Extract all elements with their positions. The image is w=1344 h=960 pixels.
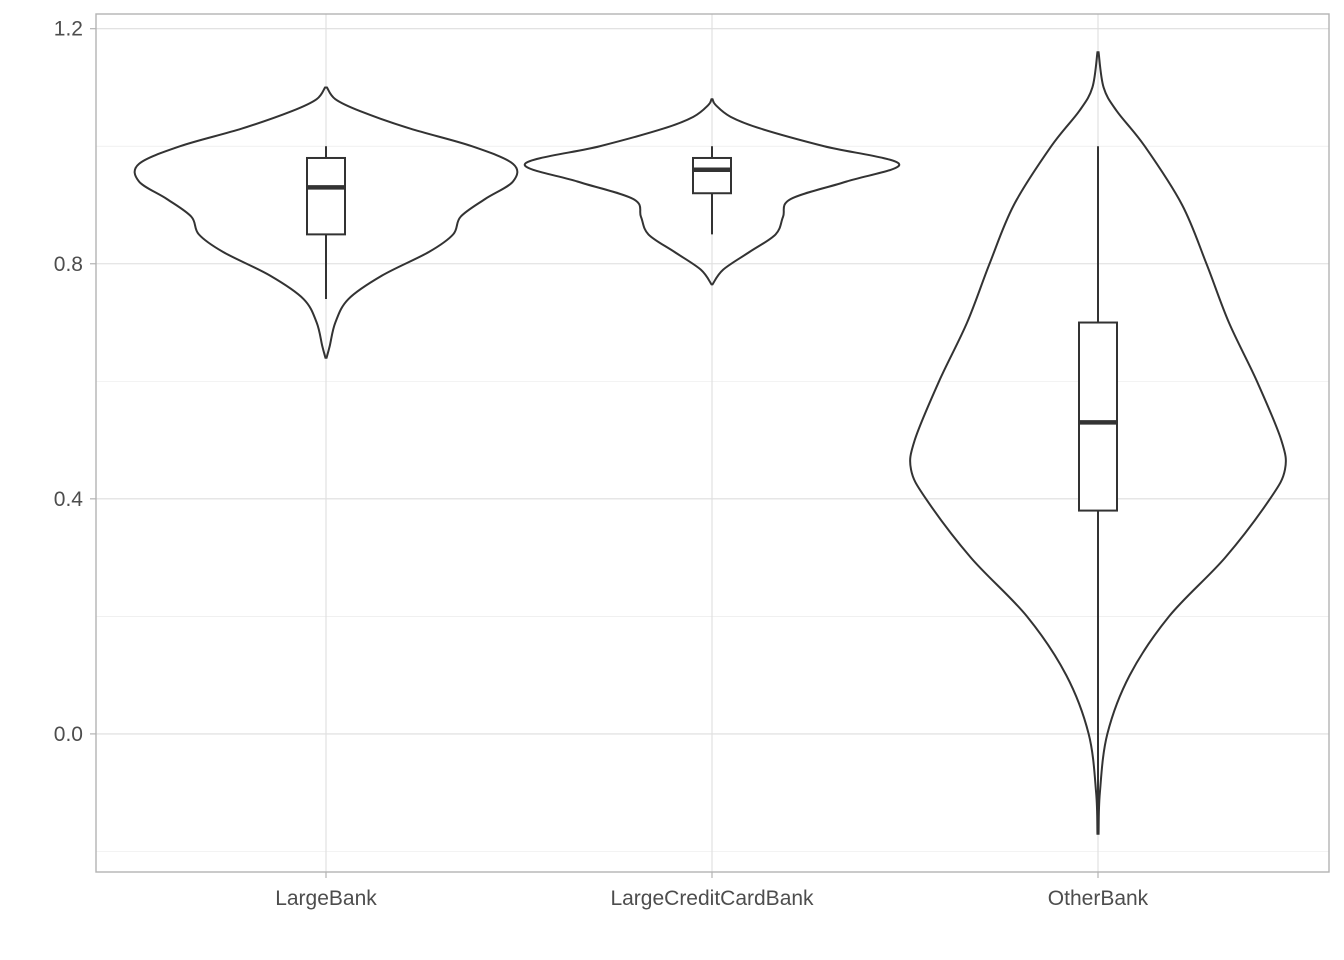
box-LargeBank: [307, 158, 345, 234]
x-tick-label-LargeCreditCardBank: LargeCreditCardBank: [610, 887, 814, 910]
y-tick-label: 1.2: [54, 18, 83, 41]
y-axis: 0.0 0.4 0.8 1.2: [54, 18, 96, 746]
box-LargeCreditCardBank: [693, 158, 731, 193]
x-tick-label-LargeBank: LargeBank: [275, 887, 377, 910]
box-OtherBank: [1079, 323, 1117, 511]
grid: [96, 14, 1329, 872]
x-axis: LargeBank LargeCreditCardBank OtherBank: [275, 872, 1148, 910]
x-tick-label-OtherBank: OtherBank: [1048, 887, 1149, 910]
y-tick-label: 0.8: [54, 253, 83, 276]
y-tick-label: 0.0: [54, 723, 83, 746]
y-tick-label: 0.4: [54, 488, 84, 511]
